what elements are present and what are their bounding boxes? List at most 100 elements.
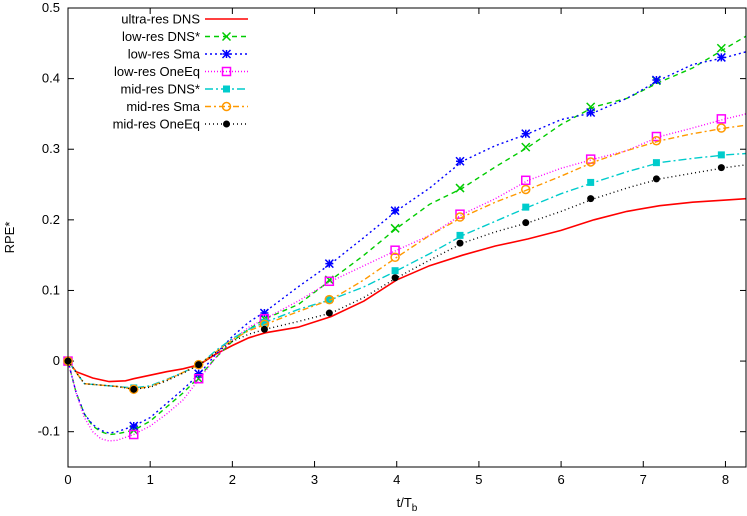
series-line-mid-res-sma xyxy=(67,124,747,391)
legend-label: low-res Sma xyxy=(128,47,201,62)
legend-marker-sample xyxy=(221,49,232,59)
legend-label: mid-res Sma xyxy=(126,99,200,114)
legend-item-low-res-dns: low-res DNS* xyxy=(122,29,248,44)
legend-marker-sample xyxy=(223,85,230,93)
data-point-low-res-oneeq xyxy=(324,276,335,287)
x-tick-label: 1 xyxy=(147,472,154,487)
data-point-mid-res-dns xyxy=(587,178,595,186)
data-point-mid-res-sma xyxy=(521,184,531,195)
data-point-mid-res-oneeq xyxy=(522,219,530,227)
data-point-mid-res-sma xyxy=(455,212,465,222)
x-tick-label: 6 xyxy=(557,472,564,487)
legend-marker-sample xyxy=(221,66,232,77)
data-point-mid-res-oneeq xyxy=(130,385,138,393)
y-tick-label: 0.2 xyxy=(42,212,60,227)
series-mid-res-oneeq xyxy=(64,164,747,393)
legend-item-mid-res-sma: mid-res Sma xyxy=(126,99,248,114)
series-low-res-sma xyxy=(63,51,747,434)
legend-marker-sample xyxy=(221,101,232,112)
x-tick-label: 2 xyxy=(229,472,236,487)
data-point-mid-res-oneeq xyxy=(652,175,660,183)
series-mid-res-sma xyxy=(63,123,747,395)
axis-ticks-layer xyxy=(67,7,746,467)
data-point-low-res-sma xyxy=(129,421,139,431)
data-point-mid-res-sma xyxy=(390,252,400,263)
legend-label: low-res DNS* xyxy=(122,29,200,44)
y-tick-label: 0 xyxy=(53,353,60,368)
legend-marker-sample xyxy=(223,120,230,128)
legend-item-low-res-sma: low-res Sma xyxy=(128,47,248,62)
data-point-mid-res-sma xyxy=(716,123,727,133)
tick-labels-layer: 0 1 2 3 4 5 6 7 8 -0.1 0 0.1 0.2 0.3 0.4 0.5 xyxy=(38,0,729,487)
x-tick-label: 4 xyxy=(393,472,400,487)
legend-item-mid-res-oneeq: mid-res OneEq xyxy=(113,117,248,132)
data-point-low-res-dns xyxy=(455,183,465,193)
data-point-low-res-oneeq xyxy=(521,175,531,186)
data-point-low-res-oneeq xyxy=(716,114,727,124)
y-tick-label: 0.4 xyxy=(42,71,60,86)
data-point-mid-res-dns xyxy=(717,151,725,159)
x-tick-label: 3 xyxy=(311,472,318,487)
legend-label: mid-res OneEq xyxy=(113,117,200,132)
y-tick-label: 0.5 xyxy=(42,0,60,15)
series-line-mid-res-oneeq xyxy=(67,164,747,391)
data-point-mid-res-sma xyxy=(651,136,662,146)
data-point-low-res-sma xyxy=(521,129,531,139)
series-layer xyxy=(63,35,747,442)
y-tick-label: -0.1 xyxy=(38,424,60,439)
data-point-low-res-dns xyxy=(716,43,726,53)
legend: ultra-res DNS low-res DNS* low-res Sma low-… xyxy=(113,12,248,132)
data-point-mid-res-dns xyxy=(522,203,530,211)
data-point-mid-res-dns xyxy=(652,159,660,167)
series-line-mid-res-dns xyxy=(67,152,747,389)
y-tick-label: 0.1 xyxy=(42,282,60,297)
x-tick-label: 8 xyxy=(722,472,729,487)
legend-label: low-res OneEq xyxy=(114,64,200,79)
data-point-low-res-sma xyxy=(259,308,269,318)
y-tick-label: 0.3 xyxy=(42,141,60,156)
data-point-mid-res-sma xyxy=(193,359,204,370)
legend-label: mid-res DNS* xyxy=(121,82,200,97)
data-point-mid-res-sma xyxy=(324,294,335,305)
x-tick-label: 0 xyxy=(64,472,71,487)
legend-marker-sample xyxy=(221,31,232,42)
data-point-low-res-dns xyxy=(390,223,400,233)
legend-item-ultra-res-dns: ultra-res DNS xyxy=(121,12,248,27)
data-point-mid-res-oneeq xyxy=(391,274,399,282)
legend-item-mid-res-dns: mid-res DNS* xyxy=(121,82,248,97)
data-point-low-res-sma xyxy=(651,75,661,85)
x-tick-label: 5 xyxy=(475,472,482,487)
data-point-low-res-dns xyxy=(521,142,531,152)
data-point-mid-res-dns xyxy=(260,318,268,326)
data-point-low-res-sma xyxy=(194,369,204,379)
y-axis-title: RPE* xyxy=(2,222,17,254)
x-axis-title-subscript: b xyxy=(412,503,418,514)
data-point-mid-res-sma xyxy=(128,384,139,395)
data-point-low-res-oneeq xyxy=(390,245,400,255)
series-ultra-res-dns xyxy=(67,197,747,383)
data-point-low-res-sma xyxy=(390,206,400,216)
data-point-mid-res-oneeq xyxy=(195,361,203,369)
plot-frame xyxy=(67,7,747,468)
data-point-mid-res-dns xyxy=(391,267,399,275)
data-point-mid-res-oneeq xyxy=(325,309,333,317)
series-mid-res-dns xyxy=(64,151,747,392)
legend-label: ultra-res DNS xyxy=(121,12,200,27)
data-point-low-res-sma xyxy=(455,156,465,166)
data-point-low-res-oneeq xyxy=(128,429,139,440)
data-point-mid-res-oneeq xyxy=(717,164,725,172)
data-point-mid-res-oneeq xyxy=(587,195,595,203)
legend-item-low-res-oneeq: low-res OneEq xyxy=(114,64,248,79)
data-point-mid-res-oneeq xyxy=(456,239,464,247)
series-low-res-oneeq xyxy=(63,113,747,442)
series-line-low-res-oneeq xyxy=(67,113,747,442)
series-line-low-res-dns xyxy=(67,35,747,436)
data-point-low-res-sma xyxy=(586,107,596,118)
data-point-low-res-sma xyxy=(324,259,334,269)
data-point-mid-res-sma xyxy=(585,157,596,167)
data-point-low-res-oneeq xyxy=(651,131,662,142)
x-axis-title-main: t/T xyxy=(397,495,412,510)
x-tick-label: 7 xyxy=(640,472,647,487)
data-point-low-res-sma xyxy=(716,52,726,62)
data-point-mid-res-dns xyxy=(456,231,464,239)
